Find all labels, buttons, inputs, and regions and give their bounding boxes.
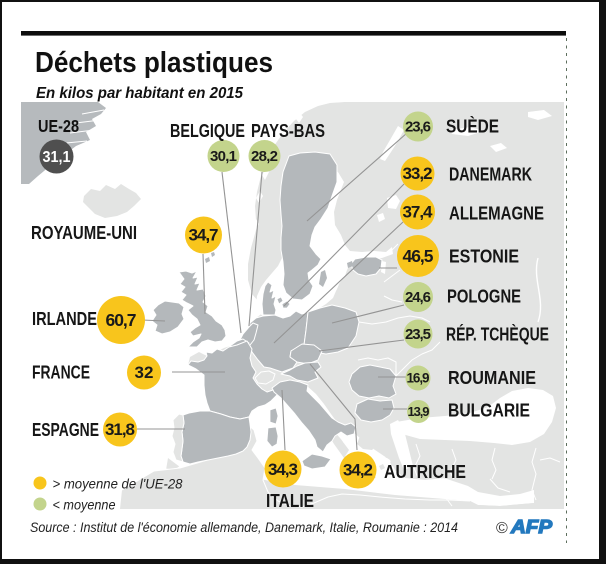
svg-text:ROUMANIE: ROUMANIE — [448, 367, 536, 388]
svg-text:IRLANDE: IRLANDE — [32, 308, 97, 329]
svg-text:33,2: 33,2 — [403, 164, 433, 183]
svg-text:BULGARIE: BULGARIE — [448, 400, 530, 421]
svg-text:BELGIQUE: BELGIQUE — [170, 120, 245, 141]
svg-text:> moyenne de l'UE-28: > moyenne de l'UE-28 — [53, 476, 183, 492]
svg-text:< moyenne: < moyenne — [53, 497, 116, 513]
svg-text:34,3: 34,3 — [268, 460, 298, 479]
svg-text:UE-28: UE-28 — [38, 116, 79, 136]
svg-text:13,9: 13,9 — [408, 404, 430, 419]
svg-text:32: 32 — [135, 363, 154, 382]
svg-text:23,6: 23,6 — [405, 119, 431, 136]
svg-text:AFP: AFP — [510, 516, 553, 537]
svg-text:ITALIE: ITALIE — [266, 490, 314, 511]
svg-text:30,1: 30,1 — [210, 148, 237, 165]
svg-text:46,5: 46,5 — [403, 246, 434, 266]
svg-text:ROYAUME-UNI: ROYAUME-UNI — [31, 222, 137, 243]
svg-text:DANEMARK: DANEMARK — [449, 164, 532, 185]
svg-text:ESTONIE: ESTONIE — [449, 246, 519, 267]
svg-text:©: © — [496, 520, 508, 537]
svg-text:ALLEMAGNE: ALLEMAGNE — [449, 203, 544, 224]
svg-text:Déchets plastiques: Déchets plastiques — [35, 47, 273, 79]
svg-text:En kilos par habitant en 2015: En kilos par habitant en 2015 — [36, 85, 244, 102]
svg-text:16,9: 16,9 — [407, 371, 430, 386]
svg-text:60,7: 60,7 — [106, 310, 137, 330]
svg-text:34,2: 34,2 — [343, 461, 373, 480]
svg-text:37,4: 37,4 — [403, 203, 434, 222]
svg-text:31,1: 31,1 — [43, 149, 71, 166]
svg-text:24,6: 24,6 — [405, 289, 431, 306]
svg-text:31,8: 31,8 — [105, 420, 135, 439]
svg-text:ESPAGNE: ESPAGNE — [32, 419, 99, 440]
svg-text:SUÈDE: SUÈDE — [446, 116, 499, 137]
svg-text:POLOGNE: POLOGNE — [447, 286, 521, 307]
svg-text:FRANCE: FRANCE — [32, 362, 90, 383]
svg-text:28,2: 28,2 — [251, 148, 278, 165]
svg-text:34,7: 34,7 — [189, 226, 219, 245]
svg-text:23,5: 23,5 — [405, 326, 431, 343]
svg-text:RÉP. TCHÈQUE: RÉP. TCHÈQUE — [446, 324, 549, 345]
svg-text:Source : Institut de l'économi: Source : Institut de l'économie allemand… — [30, 520, 458, 535]
svg-text:AUTRICHE: AUTRICHE — [384, 461, 466, 482]
svg-text:PAYS-BAS: PAYS-BAS — [251, 120, 325, 141]
